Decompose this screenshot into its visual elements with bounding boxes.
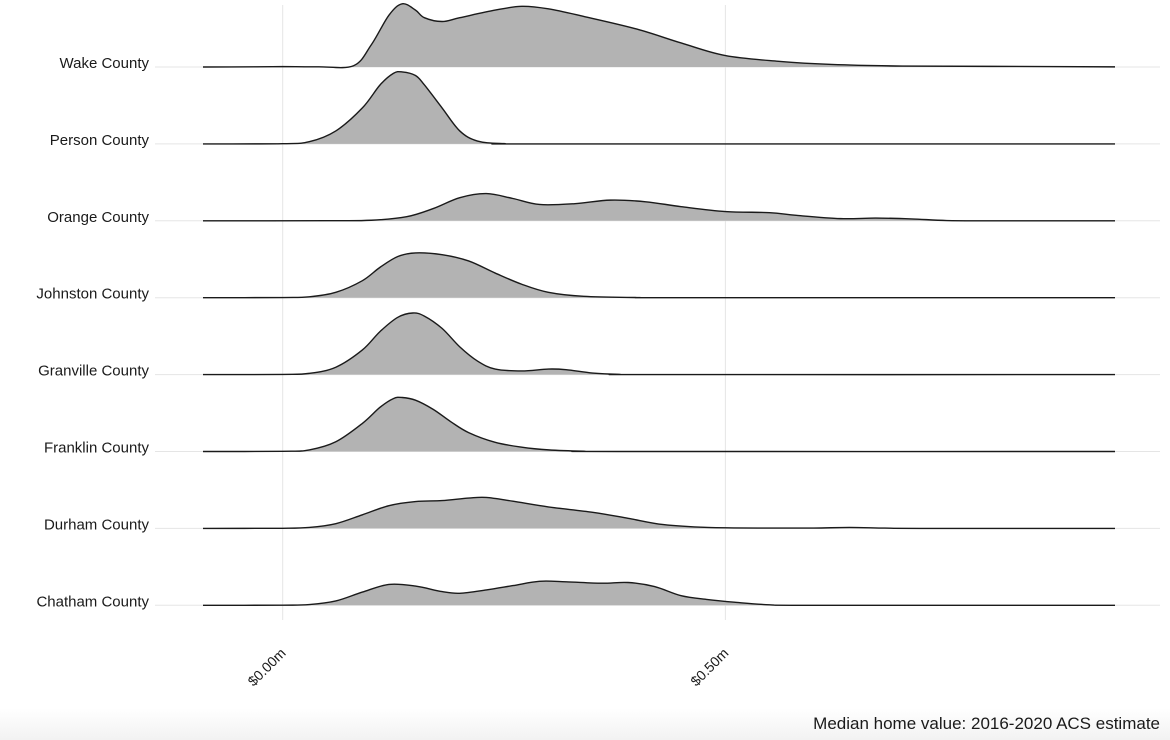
y-category-label: Chatham County: [36, 593, 149, 610]
ridge: [202, 396, 1116, 453]
ridge-fill: [203, 252, 1115, 298]
ridge: [202, 496, 1116, 530]
ridge-fill: [203, 71, 1115, 144]
ridge-outline: [202, 3, 1116, 69]
ridge-layer: [202, 3, 1116, 607]
ridge-outline: [202, 192, 1116, 222]
y-category-label: Granville County: [38, 363, 149, 380]
ridge-fill: [203, 3, 1115, 68]
ridge-fill: [203, 312, 1115, 375]
ridge: [202, 3, 1116, 69]
ridge: [202, 312, 1116, 376]
y-category-label: Orange County: [47, 209, 149, 226]
ridge-outline: [202, 312, 1116, 376]
x-tick-label: $0.50m: [687, 645, 731, 689]
ridge-fill: [203, 497, 1115, 529]
ridge: [202, 580, 1116, 607]
ridge: [202, 252, 1116, 299]
ridge-outline: [202, 496, 1116, 530]
ridge-outline: [202, 396, 1116, 453]
ridge-outline: [202, 70, 1116, 145]
y-category-label: Durham County: [44, 516, 150, 533]
ridge-fill: [203, 397, 1115, 452]
ridge-fill: [203, 193, 1115, 221]
y-category-label: Wake County: [60, 55, 150, 72]
ridge: [202, 192, 1116, 222]
bottom-fade: [0, 708, 1170, 740]
y-category-label: Johnston County: [36, 286, 149, 303]
chart-caption: Median home value: 2016-2020 ACS estimat…: [813, 714, 1160, 733]
x-tick-label: $0.00m: [244, 645, 288, 689]
y-category-label: Person County: [50, 132, 150, 149]
ridge-outline: [202, 252, 1116, 299]
ridge-outline: [202, 580, 1116, 607]
ridge: [202, 70, 1116, 145]
ridge-fill: [203, 581, 1115, 606]
y-category-label: Franklin County: [44, 440, 150, 457]
